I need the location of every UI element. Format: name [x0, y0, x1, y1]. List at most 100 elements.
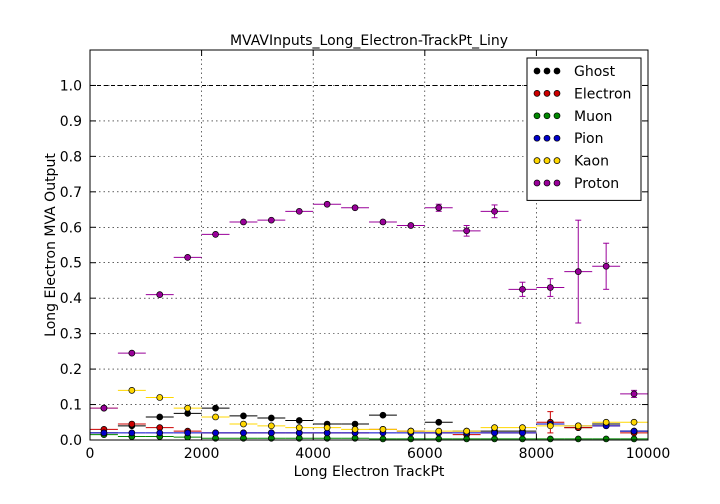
data-point	[546, 422, 554, 430]
x-tick-label: 6000	[407, 446, 443, 462]
chart-title: MVAVInputs_Long_Electron-TrackPt_Liny	[230, 33, 508, 49]
data-point	[574, 268, 582, 275]
data-point	[602, 418, 610, 426]
legend-marker	[553, 112, 561, 120]
y-tick-label: 0.8	[60, 149, 82, 165]
legend-marker	[543, 67, 551, 75]
data-point	[100, 404, 108, 412]
data-point	[519, 435, 526, 443]
x-tick-label: 10000	[626, 446, 671, 462]
legend-label: Proton	[574, 176, 619, 192]
legend-marker	[533, 112, 541, 120]
data-point	[574, 422, 582, 430]
y-tick-label: 0.4	[60, 291, 82, 307]
data-point	[323, 424, 331, 431]
data-point	[463, 435, 470, 443]
y-tick-label: 0.3	[60, 327, 82, 343]
data-point	[491, 424, 498, 431]
x-tick-label: 0	[86, 446, 95, 462]
legend: Ghost Electron Muon Pion Kaon Proton	[526, 57, 642, 201]
data-point	[240, 412, 247, 420]
x-axis-label: Long Electron TrackPt	[294, 464, 445, 480]
data-point	[351, 204, 359, 212]
data-point	[100, 429, 108, 437]
x-tick-label: 4000	[295, 446, 331, 462]
data-point	[463, 227, 470, 235]
data-point	[268, 216, 275, 224]
y-tick-label: 0.0	[60, 433, 82, 449]
data-point	[212, 413, 219, 421]
data-point	[156, 429, 164, 437]
data-point	[407, 435, 415, 443]
series-proton	[90, 200, 648, 412]
legend-marker	[553, 90, 561, 97]
data-point	[268, 429, 275, 437]
data-point	[519, 285, 526, 293]
legend-label: Kaon	[574, 154, 609, 170]
data-point	[379, 426, 387, 433]
data-point	[491, 207, 498, 215]
data-point	[156, 413, 164, 421]
series-kaon	[90, 387, 648, 435]
plot-frame	[89, 49, 649, 441]
data-point	[574, 435, 582, 443]
data-point	[630, 418, 638, 426]
y-tick-label: 1.0	[60, 78, 82, 94]
data-point	[407, 427, 415, 435]
y-tick-label: 0.1	[60, 398, 82, 414]
data-point	[184, 429, 191, 437]
y-tick-label: 0.2	[60, 362, 82, 378]
data-point	[379, 435, 387, 443]
data-point	[435, 204, 443, 212]
data-point	[128, 349, 136, 357]
data-point	[212, 404, 219, 412]
legend-label: Muon	[574, 109, 612, 125]
legend-marker	[533, 134, 541, 142]
data-point	[630, 390, 638, 398]
y-tick-label: 0.6	[60, 220, 82, 236]
data-point	[212, 429, 219, 437]
legend-marker	[543, 134, 551, 142]
data-point	[546, 435, 554, 443]
legend-marker	[553, 67, 561, 75]
y-tick-label: 0.5	[60, 256, 82, 272]
y-axis-label: Long Electron MVA Output	[43, 153, 59, 337]
data-point	[630, 435, 638, 443]
data-point	[128, 420, 136, 428]
legend-entry-muon: Muon	[533, 109, 612, 125]
data-point	[379, 411, 387, 419]
data-point	[212, 231, 219, 238]
legend-label: Ghost	[574, 64, 616, 80]
data-point	[240, 420, 247, 428]
legend-box	[526, 57, 642, 201]
legend-marker	[553, 179, 561, 187]
legend-marker	[533, 179, 541, 187]
legend-label: Electron	[574, 86, 631, 102]
legend-entry-pion: Pion	[533, 131, 603, 147]
data-point	[295, 424, 303, 431]
data-point	[463, 427, 470, 435]
legend-marker	[533, 157, 541, 164]
ticks-layer: 0 2000 4000 6000 8000 10000 0.0 0.1 0.2 0.3 0.4 0.5…	[60, 50, 671, 462]
legend-entry-proton: Proton	[533, 176, 619, 192]
data-point	[156, 394, 164, 401]
legend-marker	[553, 157, 561, 164]
data-point	[128, 429, 136, 437]
series-pion	[90, 420, 648, 437]
legend-marker	[543, 179, 551, 187]
data-point	[295, 417, 303, 424]
data-point	[268, 422, 275, 430]
y-tick-label: 0.9	[60, 114, 82, 130]
data-point	[435, 435, 443, 443]
data-point	[407, 222, 415, 229]
marks-layer	[90, 200, 648, 443]
data-point	[435, 418, 443, 426]
data-point	[630, 427, 638, 435]
data-point	[128, 387, 136, 394]
data-point	[323, 200, 331, 208]
data-point	[491, 435, 498, 443]
legend-marker	[553, 134, 561, 142]
legend-marker	[533, 67, 541, 75]
x-tick-label: 8000	[519, 446, 555, 462]
